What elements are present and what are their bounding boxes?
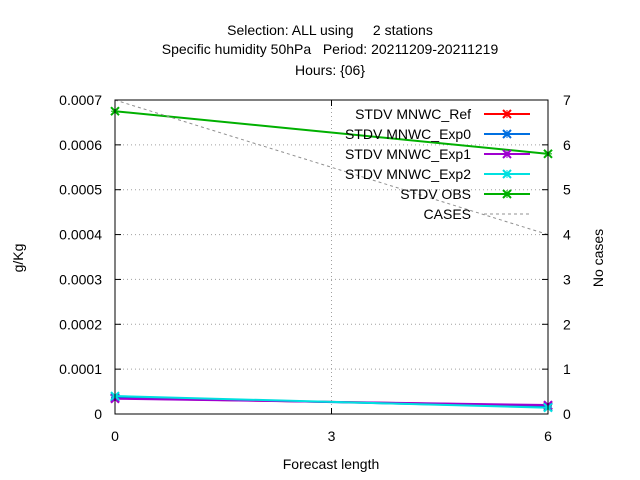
- legend-label: STDV OBS: [400, 186, 471, 202]
- legend-label: STDV MNWC_Exp2: [345, 166, 471, 182]
- y2-tick-label: 6: [563, 137, 571, 153]
- y2-tick-label: 7: [563, 92, 571, 108]
- axis-ticks: 0 0.0001 0.0002 0.0003 0.0004 0.0005 0.0006 0.0…: [59, 92, 571, 444]
- y2-tick-label: 5: [563, 182, 571, 198]
- y-tick-label: 0: [94, 406, 102, 422]
- y2-tick-label: 4: [563, 227, 571, 243]
- legend-label: STDV MNWC_Exp1: [345, 146, 471, 162]
- y2-tick-label: 1: [563, 361, 571, 377]
- series-layer: [110, 99, 553, 413]
- y-tick-label: 0.0003: [59, 271, 102, 287]
- legend-label: CASES: [424, 206, 471, 222]
- grid: [115, 100, 548, 414]
- legend-marker: [502, 189, 512, 199]
- y2-axis-label: No cases: [590, 229, 606, 287]
- x-axis-label: Forecast length: [283, 456, 380, 472]
- legend-label: STDV MNWC_Ref: [355, 106, 471, 122]
- y-tick-label: 0.0007: [59, 92, 102, 108]
- y-tick-label: 0.0006: [59, 137, 102, 153]
- y-axis-label: g/Kg: [10, 244, 26, 273]
- legend: STDV MNWC_Ref STDV MNWC_Exp0 STDV MNWC_Exp…: [345, 106, 530, 222]
- legend-marker: [502, 149, 512, 159]
- chart-title: Selection: ALL using 2 stations Specific…: [162, 22, 499, 78]
- x-tick-label: 0: [111, 428, 119, 444]
- series-line-3: [114, 395, 549, 409]
- title-line-3: Hours: {06}: [295, 62, 365, 78]
- y-tick-label: 0.0005: [59, 182, 102, 198]
- legend-marker: [502, 169, 512, 179]
- title-line-1: Selection: ALL using 2 stations: [227, 22, 433, 38]
- x-tick-label: 6: [544, 428, 552, 444]
- y2-tick-label: 2: [563, 316, 571, 332]
- y2-tick-label: 0: [563, 406, 571, 422]
- y-tick-label: 0.0004: [59, 227, 102, 243]
- title-line-2: Specific humidity 50hPa Period: 20211209…: [162, 41, 499, 57]
- legend-marker: [502, 129, 512, 139]
- x-tick-label: 3: [328, 428, 336, 444]
- y2-tick-label: 3: [563, 271, 571, 287]
- y-tick-label: 0.0001: [59, 361, 102, 377]
- y-tick-label: 0.0002: [59, 316, 102, 332]
- legend-marker: [502, 109, 512, 119]
- series-line-4: [114, 110, 549, 155]
- legend-label: STDV MNWC_Exp0: [345, 126, 471, 142]
